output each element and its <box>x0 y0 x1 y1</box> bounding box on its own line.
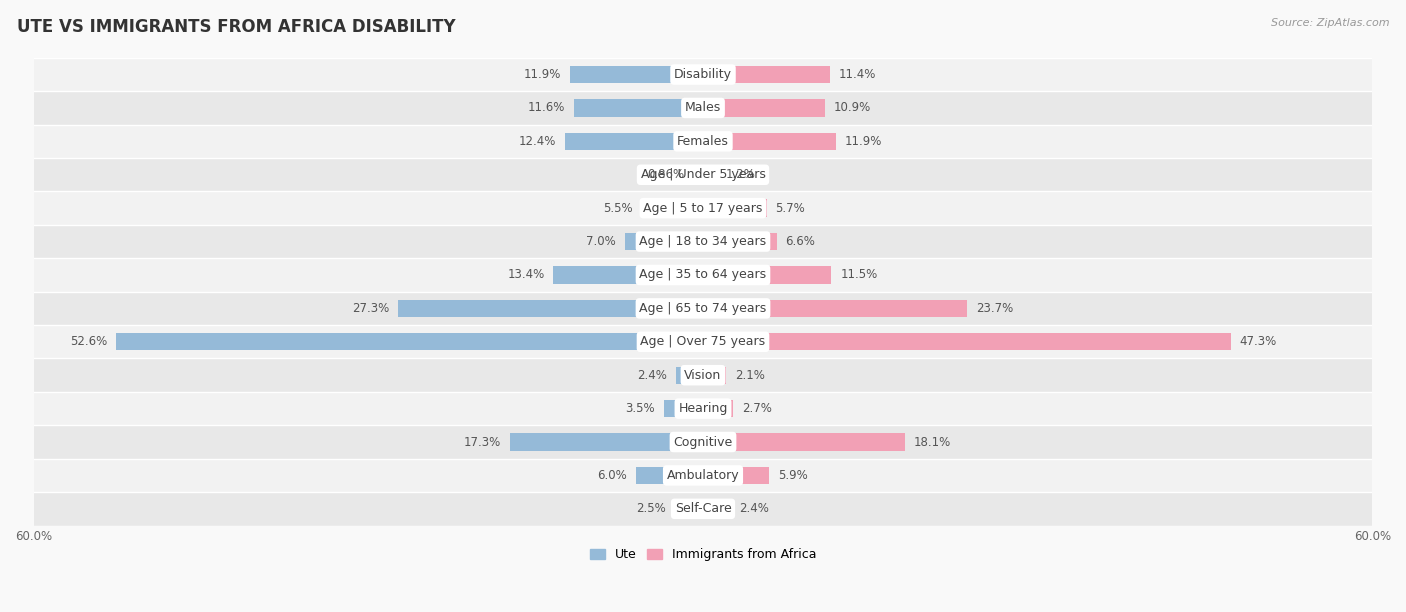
Bar <box>703 66 830 83</box>
Text: 10.9%: 10.9% <box>834 102 870 114</box>
Text: 0.86%: 0.86% <box>647 168 685 181</box>
Text: 2.7%: 2.7% <box>742 402 772 415</box>
Text: 47.3%: 47.3% <box>1240 335 1277 348</box>
Bar <box>34 492 1372 526</box>
Bar <box>34 459 1372 492</box>
Text: 5.9%: 5.9% <box>778 469 807 482</box>
Bar <box>34 125 1372 158</box>
Text: Age | 65 to 74 years: Age | 65 to 74 years <box>640 302 766 315</box>
Bar <box>703 500 730 518</box>
Bar <box>703 166 717 184</box>
Text: 3.5%: 3.5% <box>626 402 655 415</box>
Text: 27.3%: 27.3% <box>353 302 389 315</box>
Bar <box>675 500 703 518</box>
Bar <box>571 66 703 83</box>
Bar <box>117 333 703 351</box>
Bar <box>34 225 1372 258</box>
Bar <box>624 233 703 250</box>
Bar <box>34 58 1372 91</box>
Bar <box>703 467 769 484</box>
Bar <box>703 367 727 384</box>
Text: Age | Under 5 years: Age | Under 5 years <box>641 168 765 181</box>
Text: UTE VS IMMIGRANTS FROM AFRICA DISABILITY: UTE VS IMMIGRANTS FROM AFRICA DISABILITY <box>17 18 456 36</box>
Text: Vision: Vision <box>685 368 721 382</box>
Text: 7.0%: 7.0% <box>586 235 616 248</box>
Bar <box>34 258 1372 292</box>
Bar <box>703 200 766 217</box>
Bar <box>703 333 1230 351</box>
Bar <box>34 91 1372 125</box>
Text: Disability: Disability <box>673 68 733 81</box>
Text: 23.7%: 23.7% <box>976 302 1014 315</box>
Bar <box>693 166 703 184</box>
Text: Self-Care: Self-Care <box>675 502 731 515</box>
Text: Age | Over 75 years: Age | Over 75 years <box>641 335 765 348</box>
Bar <box>574 99 703 117</box>
Text: 6.0%: 6.0% <box>598 469 627 482</box>
Bar <box>34 292 1372 325</box>
Text: Age | 35 to 64 years: Age | 35 to 64 years <box>640 269 766 282</box>
Bar <box>34 392 1372 425</box>
Bar <box>641 200 703 217</box>
Bar <box>703 400 733 417</box>
Text: Hearing: Hearing <box>678 402 728 415</box>
Text: 11.9%: 11.9% <box>524 68 561 81</box>
Text: 11.4%: 11.4% <box>839 68 876 81</box>
Bar <box>636 467 703 484</box>
Text: 2.4%: 2.4% <box>637 368 668 382</box>
Text: Cognitive: Cognitive <box>673 436 733 449</box>
Bar <box>703 433 905 450</box>
Bar <box>34 325 1372 359</box>
Text: 12.4%: 12.4% <box>519 135 555 148</box>
Text: 17.3%: 17.3% <box>464 436 501 449</box>
Text: Females: Females <box>678 135 728 148</box>
Bar <box>34 158 1372 192</box>
Text: Ambulatory: Ambulatory <box>666 469 740 482</box>
Text: 6.6%: 6.6% <box>786 235 815 248</box>
Legend: Ute, Immigrants from Africa: Ute, Immigrants from Africa <box>585 543 821 566</box>
Text: 52.6%: 52.6% <box>70 335 107 348</box>
Bar <box>703 233 776 250</box>
Text: Males: Males <box>685 102 721 114</box>
Text: 11.6%: 11.6% <box>527 102 565 114</box>
Bar <box>703 99 824 117</box>
Bar <box>398 300 703 317</box>
Bar <box>703 300 967 317</box>
Bar <box>676 367 703 384</box>
Bar <box>34 192 1372 225</box>
Text: 2.1%: 2.1% <box>735 368 765 382</box>
Bar <box>554 266 703 284</box>
Bar <box>34 359 1372 392</box>
Bar <box>34 425 1372 459</box>
Text: Age | 5 to 17 years: Age | 5 to 17 years <box>644 202 762 215</box>
Text: 1.2%: 1.2% <box>725 168 755 181</box>
Text: 2.5%: 2.5% <box>637 502 666 515</box>
Bar <box>703 133 835 150</box>
Text: 11.9%: 11.9% <box>845 135 882 148</box>
Text: Age | 18 to 34 years: Age | 18 to 34 years <box>640 235 766 248</box>
Bar <box>510 433 703 450</box>
Text: 5.7%: 5.7% <box>776 202 806 215</box>
Text: 18.1%: 18.1% <box>914 436 950 449</box>
Bar <box>703 266 831 284</box>
Text: 5.5%: 5.5% <box>603 202 633 215</box>
Text: Source: ZipAtlas.com: Source: ZipAtlas.com <box>1271 18 1389 28</box>
Bar <box>565 133 703 150</box>
Text: 2.4%: 2.4% <box>738 502 769 515</box>
Bar <box>664 400 703 417</box>
Text: 11.5%: 11.5% <box>841 269 877 282</box>
Text: 13.4%: 13.4% <box>508 269 544 282</box>
